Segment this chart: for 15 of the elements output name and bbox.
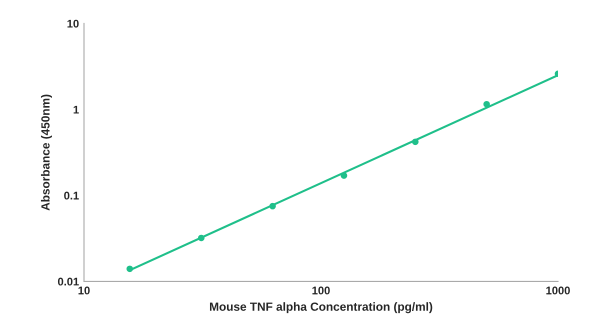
- y-tick-label: 1: [74, 106, 79, 114]
- point: [198, 234, 205, 242]
- x-tick-label: 1000: [546, 286, 570, 294]
- x-tick-label: 10: [78, 286, 90, 294]
- x-axis-title: Mouse TNF alpha Concentration (pg/ml): [210, 302, 432, 314]
- y-axis-title: Absorbance (450nm): [40, 94, 52, 211]
- x-tick-label: 100: [312, 286, 330, 294]
- point: [269, 202, 276, 210]
- point: [483, 100, 490, 108]
- y-tick-label: 0.01: [58, 278, 79, 286]
- point: [412, 138, 419, 146]
- y-tick-label: 0.1: [64, 192, 79, 200]
- y-tick-label: 10: [67, 20, 79, 28]
- point: [340, 172, 348, 179]
- point: [126, 266, 134, 272]
